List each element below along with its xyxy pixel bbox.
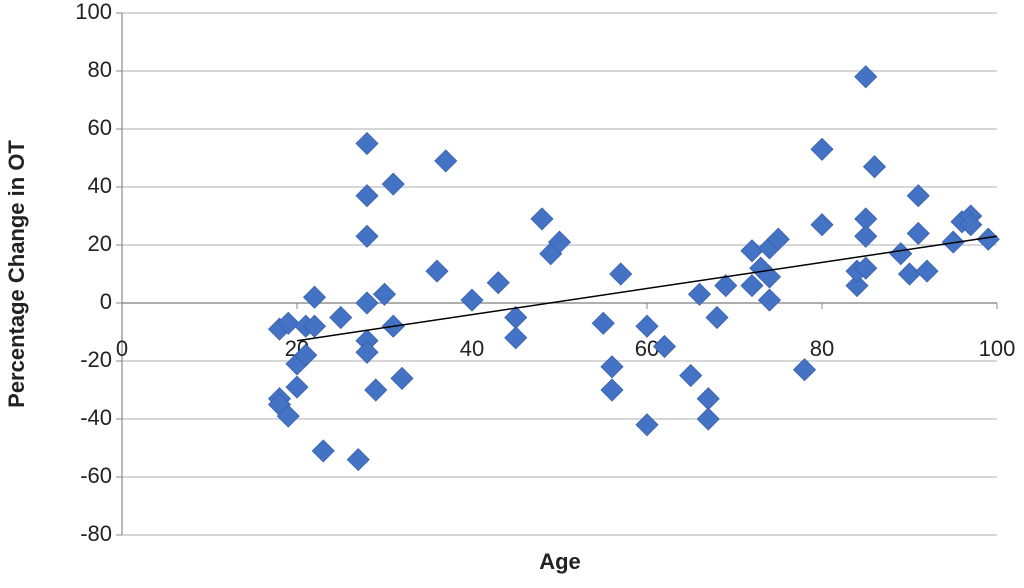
point (845, 274, 869, 298)
x-tick-label: 80 (810, 336, 834, 361)
point (276, 311, 300, 335)
point (530, 207, 554, 231)
point (687, 282, 712, 306)
point (854, 65, 878, 89)
point (591, 311, 615, 335)
point (486, 271, 510, 295)
y-axis-title: Percentage Change in OT (4, 140, 29, 408)
point (276, 404, 300, 428)
x-axis-title: Age (539, 549, 581, 574)
point (390, 366, 414, 390)
point (355, 184, 379, 208)
point (854, 256, 878, 280)
point (346, 448, 370, 472)
point (897, 262, 922, 286)
point (547, 230, 572, 254)
point (355, 340, 379, 364)
point (600, 378, 624, 402)
point (311, 439, 335, 463)
x-tick-label: 100 (979, 336, 1016, 361)
point (504, 326, 528, 350)
point (889, 242, 913, 266)
point (792, 358, 817, 382)
point (810, 213, 834, 237)
y-tick-label: -20 (80, 347, 112, 372)
point (609, 262, 633, 286)
y-tick-label: 40 (88, 173, 112, 198)
point (705, 305, 729, 330)
point (294, 343, 318, 367)
point (381, 172, 405, 196)
y-tick-label: 100 (75, 0, 112, 24)
point (679, 363, 703, 388)
point (862, 155, 887, 179)
trendline (296, 235, 998, 342)
y-tick-label: -80 (80, 521, 112, 546)
point (906, 221, 930, 245)
x-tick-label: 0 (116, 336, 128, 361)
y-tick-label: 80 (88, 57, 112, 82)
point (355, 291, 379, 315)
point (635, 314, 659, 338)
point (425, 259, 449, 283)
point (355, 131, 379, 156)
point (600, 355, 624, 379)
point (976, 227, 1000, 251)
point (696, 407, 720, 431)
point (810, 137, 834, 161)
point (757, 288, 782, 312)
point (302, 285, 327, 309)
point (635, 413, 659, 437)
y-tick-label: 60 (88, 115, 112, 140)
point (652, 334, 677, 359)
point (302, 314, 327, 338)
point (906, 184, 930, 208)
point (372, 282, 397, 306)
point (740, 274, 764, 298)
point (355, 224, 379, 248)
y-tick-label: 0 (100, 289, 112, 314)
point (460, 288, 484, 312)
point (434, 149, 458, 173)
y-tick-label: 20 (88, 231, 112, 256)
point (854, 224, 878, 248)
y-tick-label: -40 (80, 405, 112, 430)
y-tick-label: -60 (80, 463, 112, 488)
point (285, 375, 309, 399)
point (766, 227, 790, 251)
point (696, 387, 720, 411)
point (714, 274, 738, 298)
point (329, 305, 353, 330)
point (364, 378, 388, 402)
point (959, 213, 983, 237)
x-tick-label: 40 (460, 336, 484, 361)
point (915, 259, 939, 283)
